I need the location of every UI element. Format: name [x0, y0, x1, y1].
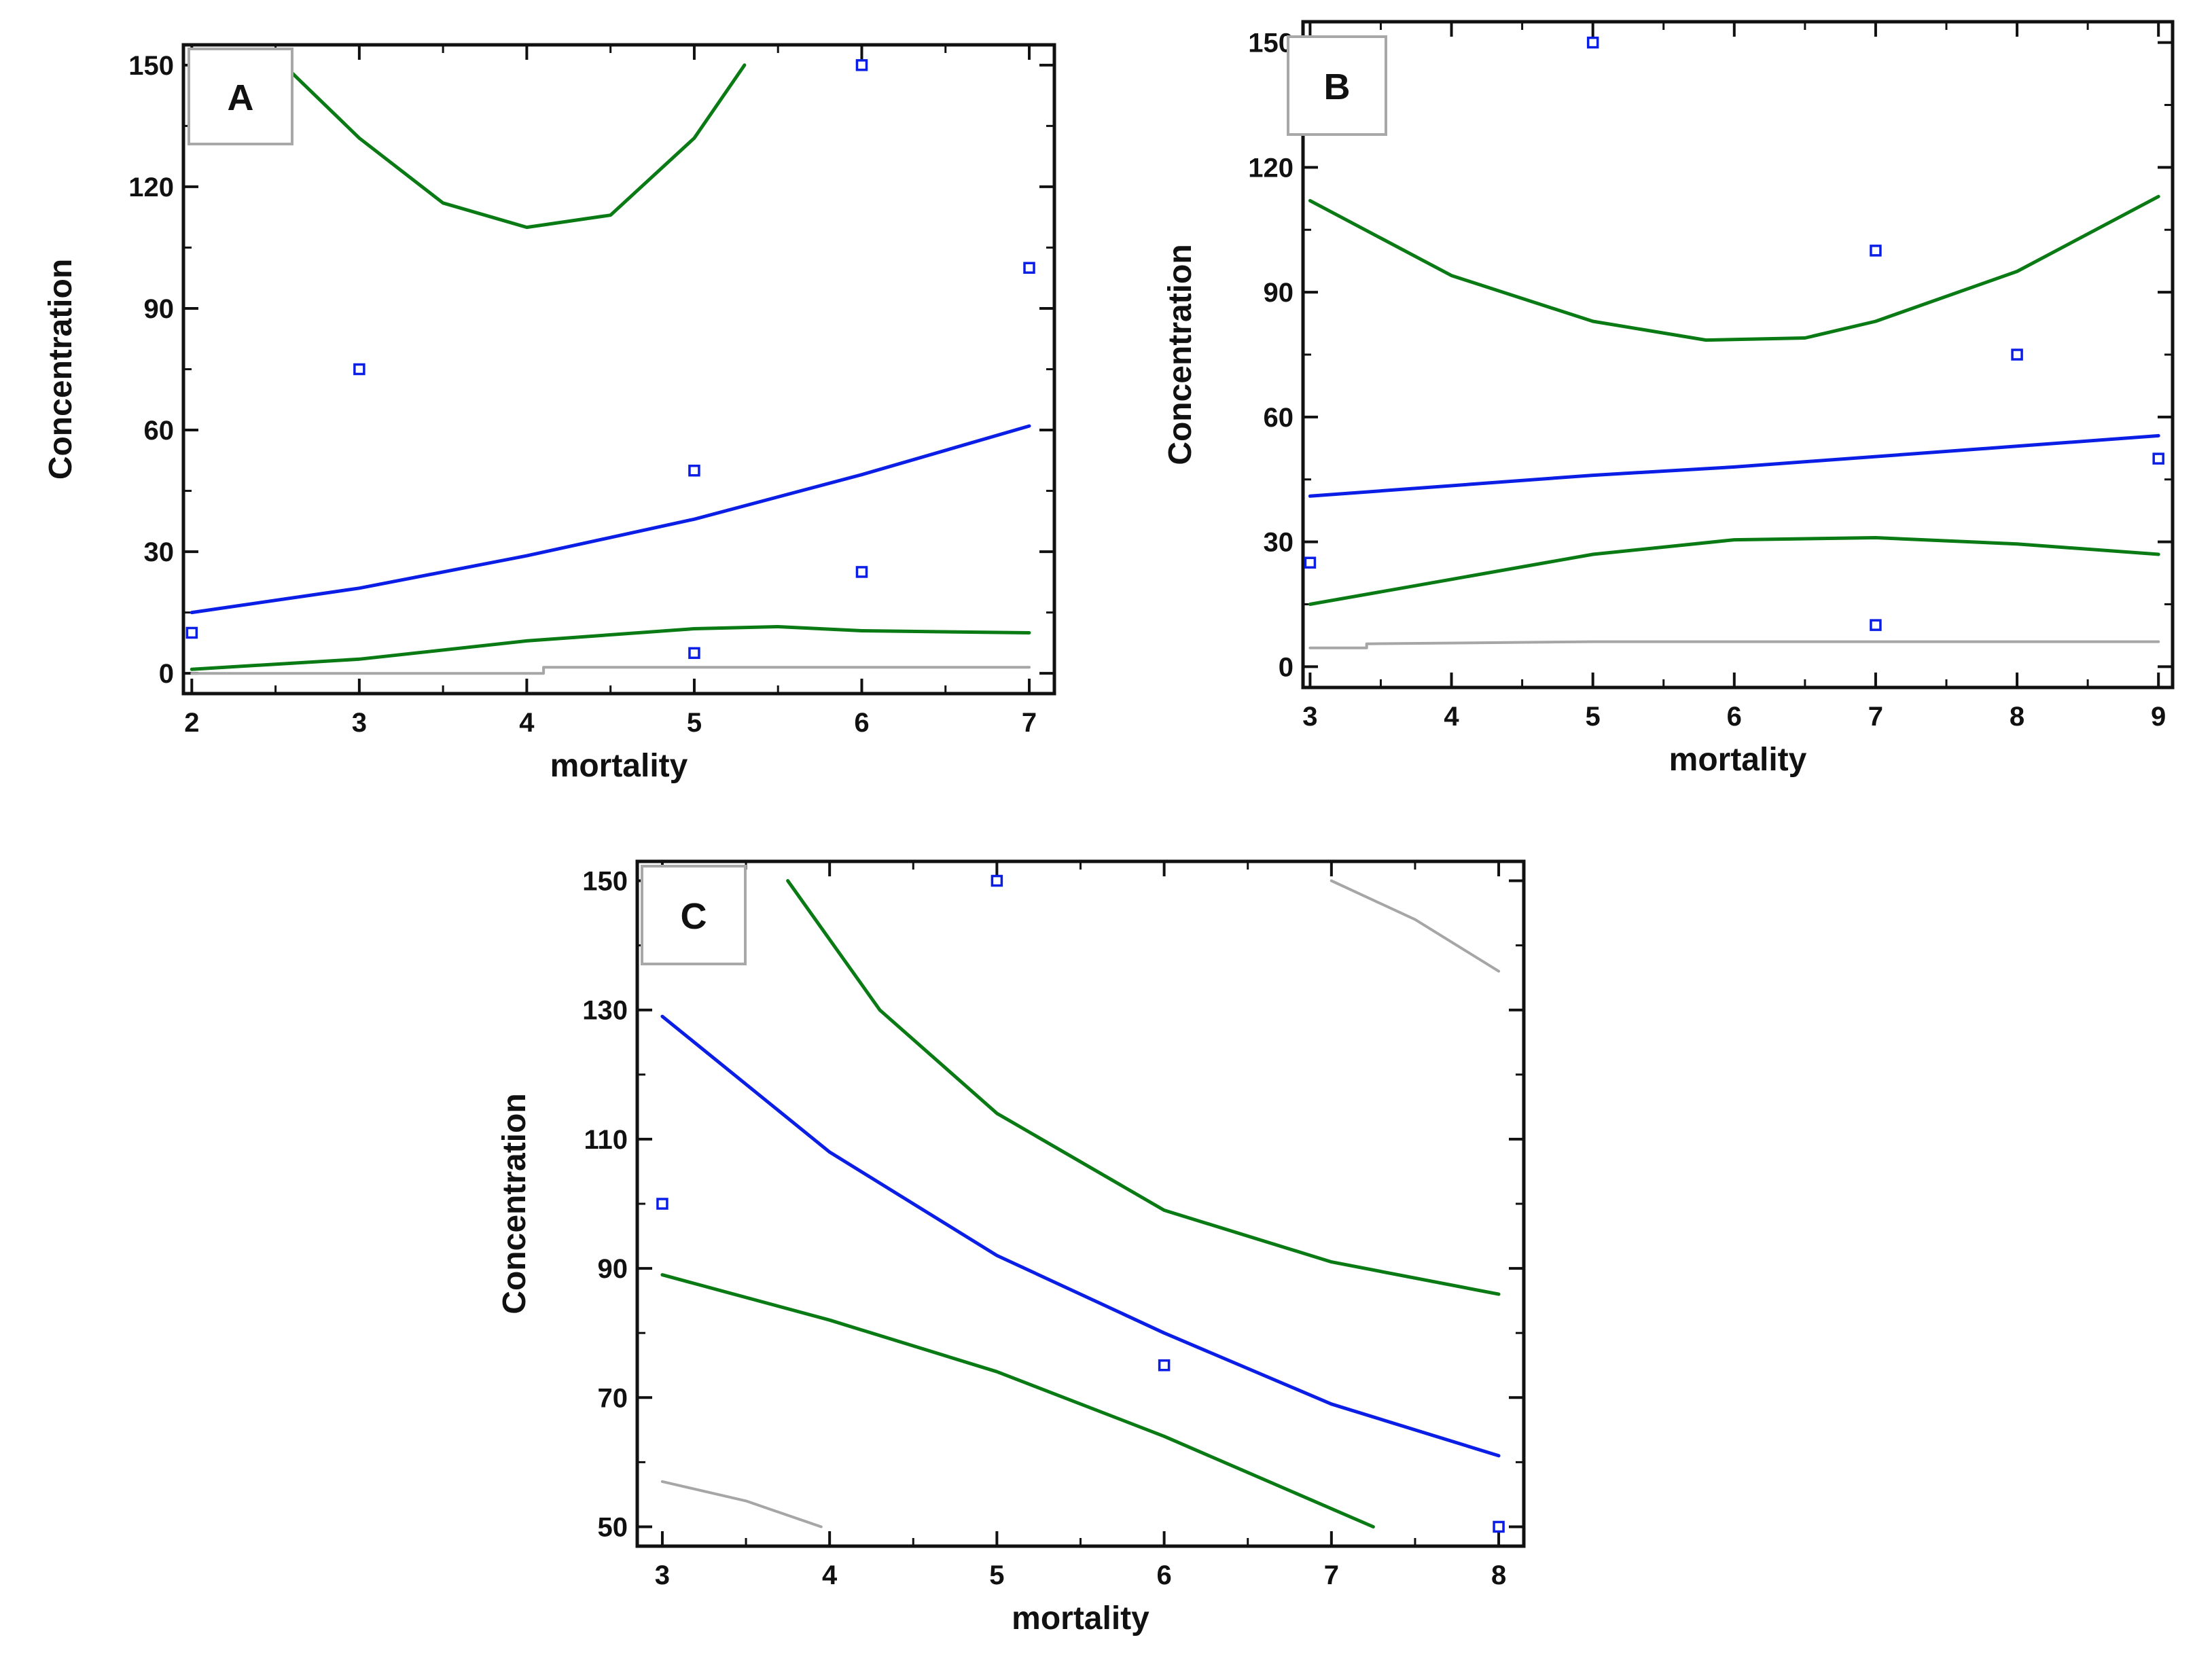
y-tick-label: 150	[582, 867, 628, 897]
data-point	[2152, 452, 2164, 465]
series-prediction-line	[190, 666, 1031, 675]
series-lower-confidence-line	[660, 1273, 1375, 1528]
panel-label-a: A	[228, 77, 254, 118]
data-point	[185, 626, 198, 639]
panel-b: 3 4 5 6 7 8 90306090120150mortalityConcentrati…	[1162, 20, 2175, 778]
series-upper-confidence-line	[282, 63, 747, 230]
series-prediction-lower-line	[660, 1480, 823, 1528]
panel-c: 3 4 5 6 7 8 50 70 90 110 130 150 mortality Concentrat…	[497, 859, 1526, 1637]
curves-c	[660, 879, 1501, 1528]
series-prediction-line	[1308, 640, 2160, 649]
series-upper-confidence-line	[1308, 194, 2160, 342]
y-tick-label: 110	[584, 1125, 628, 1155]
series-fit-line	[660, 1014, 1501, 1458]
data-point	[1870, 245, 1882, 257]
x-tick-label: 2	[184, 708, 199, 738]
data-point	[688, 464, 700, 477]
y-tick-label: 60	[144, 416, 175, 446]
x-tick-label: 7	[1868, 702, 1883, 732]
panel-label-box-a	[188, 48, 293, 145]
series-lower-confidence-line	[1308, 536, 2160, 606]
y-tick-label: 150	[128, 51, 174, 81]
x-tick-label: 3	[352, 708, 367, 738]
data-point	[1586, 36, 1599, 49]
panel-label-box-b	[1287, 35, 1387, 136]
data-point	[656, 1198, 668, 1210]
y-tick-label: 90	[598, 1254, 628, 1284]
y-axis-title: Concentration	[1162, 244, 1198, 465]
data-point	[1870, 619, 1882, 631]
data-point	[991, 874, 1003, 887]
x-axis-title: mortality	[1012, 1601, 1149, 1637]
y-tick-label: 130	[582, 996, 628, 1026]
x-tick-label: 4	[822, 1560, 838, 1590]
x-tick-label: 4	[519, 708, 535, 738]
x-tick-label: 6	[854, 708, 869, 738]
data-point	[688, 647, 700, 660]
y-tick-label: 150	[1248, 29, 1294, 58]
plot-frame-b	[1301, 20, 2175, 690]
y-axis-title: Concentration	[497, 1093, 533, 1314]
x-tick-label: 5	[687, 708, 702, 738]
x-tick-label: 8	[1491, 1560, 1506, 1590]
x-axis-title: mortality	[550, 748, 688, 784]
series-fit-line	[1308, 433, 2160, 498]
x-tick-label: 3	[655, 1560, 670, 1590]
series-upper-confidence-line	[786, 879, 1501, 1296]
data-point	[855, 566, 868, 578]
series-prediction-upper-line	[1330, 879, 1501, 973]
y-tick-label: 30	[144, 537, 175, 567]
data-point	[1304, 556, 1317, 569]
y-tick-label: 60	[1264, 403, 1294, 433]
x-tick-label: 6	[1727, 702, 1742, 732]
data-point	[1493, 1520, 1505, 1533]
y-tick-label: 50	[598, 1512, 628, 1542]
x-tick-label: 3	[1302, 702, 1317, 732]
x-tick-label: 7	[1324, 1560, 1339, 1590]
panel-label-box-c	[641, 865, 747, 965]
x-tick-label: 9	[2151, 702, 2166, 732]
x-tick-label: 4	[1444, 702, 1459, 732]
y-tick-label: 120	[1248, 153, 1294, 183]
y-tick-label: 70	[598, 1383, 628, 1413]
y-tick-label: 0	[1279, 652, 1294, 682]
curves-b	[1308, 194, 2160, 649]
data-point	[1023, 262, 1035, 274]
panel-label-b: B	[1324, 67, 1351, 107]
x-tick-label: 5	[989, 1560, 1004, 1590]
x-tick-label: 6	[1156, 1560, 1171, 1590]
data-point	[353, 363, 365, 376]
data-point	[2011, 348, 2023, 361]
plot-frame-c	[635, 859, 1526, 1548]
data-point	[1158, 1359, 1171, 1372]
y-axis-title: Concentration	[43, 259, 79, 480]
x-tick-label: 5	[1586, 702, 1601, 732]
series-lower-confidence-line	[190, 625, 1031, 671]
data-point	[855, 59, 868, 71]
series-fit-line	[190, 424, 1031, 615]
x-tick-label: 7	[1022, 708, 1037, 738]
x-axis-title: mortality	[1669, 742, 1807, 778]
curves-a	[190, 63, 1031, 675]
y-tick-label: 90	[144, 294, 175, 324]
y-tick-label: 90	[1264, 278, 1294, 308]
y-tick-label: 120	[128, 173, 174, 202]
x-tick-label: 8	[2010, 702, 2024, 732]
y-tick-label: 30	[1264, 528, 1294, 558]
panel-label-c: C	[681, 896, 707, 937]
panel-a: 2 3 4 5 6 7 0 30 60 90 120 150 mortality Concentratio…	[43, 43, 1056, 784]
y-tick-label: 0	[159, 659, 174, 689]
